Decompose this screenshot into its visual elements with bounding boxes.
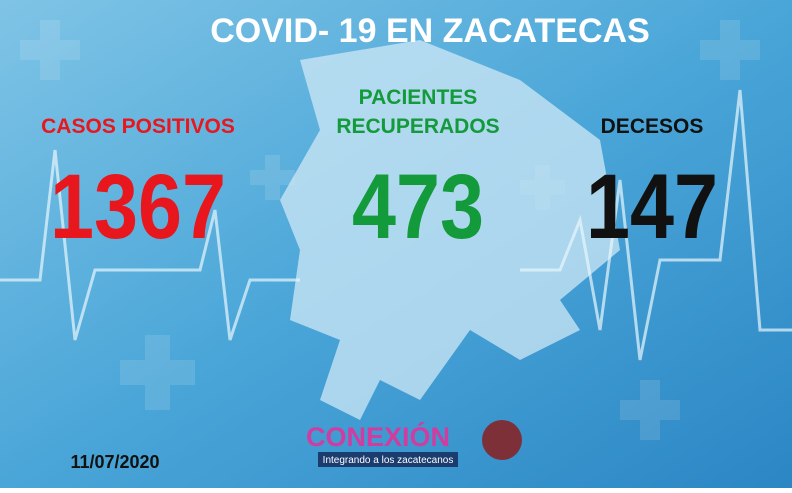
title: COVID- 19 EN ZACATECAS — [210, 12, 650, 50]
stat-label: CASOS POSITIVOS — [41, 115, 235, 138]
emblem — [482, 420, 522, 460]
stat-value: 147 — [586, 156, 718, 258]
map-silhouette — [280, 40, 620, 420]
stat-label: PACIENTES — [359, 86, 478, 109]
stat-value: 473 — [352, 156, 484, 258]
stat-value: 1367 — [50, 156, 226, 258]
stat-label: DECESOS — [601, 115, 704, 138]
stats: CASOS POSITIVOS 1367 PACIENTES RECUPERADOS 4… — [41, 86, 718, 258]
logo-name: CONEXIÓN — [306, 421, 450, 452]
heartbeat-right — [520, 89, 792, 361]
tagline-band — [318, 452, 458, 467]
heartbeat-left — [0, 149, 300, 341]
stat-label: RECUPERADOS — [336, 115, 499, 138]
logo-tagline: Integrando a los zacatecanos — [323, 455, 454, 466]
date: 11/07/2020 — [70, 452, 159, 472]
